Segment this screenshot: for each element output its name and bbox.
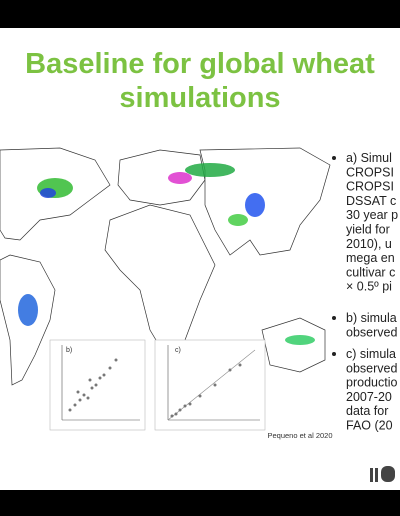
one-to-one-line bbox=[167, 349, 256, 421]
bullet-line: cultivar c bbox=[346, 265, 395, 279]
yield-overlay bbox=[18, 163, 315, 345]
scatter-panel-b: b) bbox=[49, 339, 146, 431]
bullet-line: DSSAT c bbox=[346, 194, 396, 208]
australia bbox=[261, 317, 326, 373]
bullet-line: c) simula bbox=[346, 347, 396, 361]
bullet-line: a) Simul bbox=[346, 151, 392, 165]
bullet-line: 2007-20 bbox=[346, 390, 392, 404]
yield-patch bbox=[245, 193, 265, 217]
logo bbox=[370, 466, 395, 482]
bullet-line: FAO (20 bbox=[346, 419, 393, 433]
bullet-line: yield for bbox=[346, 223, 390, 237]
bullet-line: CROPSI bbox=[346, 165, 394, 179]
europe bbox=[117, 149, 206, 206]
points bbox=[170, 363, 242, 418]
panel-label: b) bbox=[66, 347, 72, 354]
bullet-dot bbox=[332, 156, 336, 160]
figure-credit: Pequeno et al 2020 bbox=[267, 431, 332, 440]
yield-patch bbox=[285, 335, 315, 345]
bullet-line: observed bbox=[346, 325, 397, 339]
yield-patch bbox=[40, 188, 56, 198]
bullet-line: mega en bbox=[346, 251, 395, 265]
points bbox=[68, 358, 118, 412]
scatter-panel-c: c) bbox=[154, 339, 266, 431]
yield-patch bbox=[168, 172, 192, 184]
yield-patch bbox=[18, 294, 38, 326]
bullet-line: observed bbox=[346, 361, 397, 375]
panel-frame bbox=[154, 339, 266, 431]
bullet-dot bbox=[332, 352, 336, 356]
panel-label: c) bbox=[175, 347, 181, 354]
yield-patch bbox=[185, 163, 235, 177]
yield-patch bbox=[228, 214, 248, 226]
asia bbox=[199, 147, 331, 256]
bullet-line: CROPSI bbox=[346, 180, 394, 194]
bullet-line: data for bbox=[346, 404, 388, 418]
bullet-line: × 0.5º pi bbox=[346, 280, 392, 294]
bullet-line: productio bbox=[346, 376, 397, 390]
bullet-dot bbox=[332, 316, 336, 320]
bullet-line: b) simula bbox=[346, 311, 397, 325]
title-line: Baseline for global wheat bbox=[25, 48, 375, 80]
bullet-line: 2010), u bbox=[346, 237, 392, 251]
title-line: simulations bbox=[119, 82, 280, 114]
bullet-line: 30 year p bbox=[346, 208, 398, 222]
